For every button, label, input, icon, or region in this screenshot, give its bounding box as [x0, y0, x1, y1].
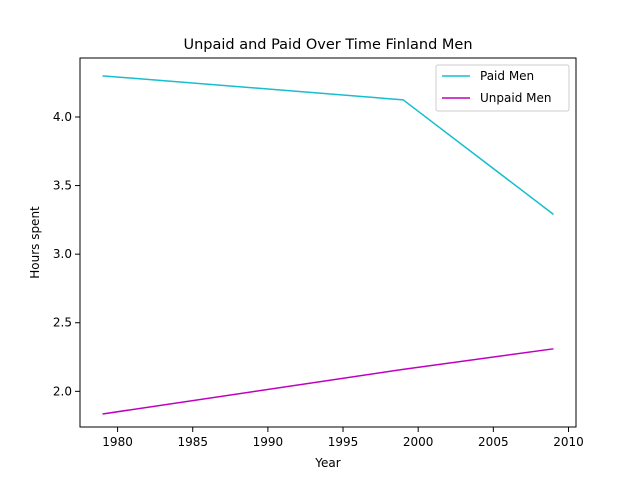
chart-title: Unpaid and Paid Over Time Finland Men	[183, 37, 472, 53]
y-axis-label: Hours spent	[28, 206, 42, 279]
x-tick-label: 2005	[478, 435, 509, 449]
y-axis-ticks: 2.0 2.5 3.0 3.5 4.0	[53, 110, 80, 398]
x-tick-label: 2010	[553, 435, 584, 449]
y-tick-label: 2.5	[53, 316, 72, 330]
plot-area	[79, 57, 577, 428]
x-axis-ticks: 1980 1985 1990 1995 2000 2005 2010	[102, 427, 584, 449]
x-tick-label: 1985	[177, 435, 208, 449]
x-tick-label: 1980	[102, 435, 133, 449]
y-tick-label: 2.0	[53, 384, 72, 398]
series-line-unpaid-men	[102, 348, 554, 415]
legend-label-unpaid-men: Unpaid Men	[480, 91, 551, 105]
x-axis-label: Year	[314, 456, 340, 470]
legend-label-paid-men: Paid Men	[480, 69, 534, 83]
x-tick-label: 1990	[253, 435, 284, 449]
y-tick-label: 4.0	[53, 110, 72, 124]
x-tick-label: 1995	[328, 435, 359, 449]
x-tick-label: 2000	[403, 435, 434, 449]
legend: Paid Men Unpaid Men	[435, 64, 570, 112]
series-line-paid-men	[102, 75, 554, 215]
y-tick-label: 3.0	[53, 247, 72, 261]
y-tick-label: 3.5	[53, 179, 72, 193]
series-lines	[102, 75, 554, 415]
